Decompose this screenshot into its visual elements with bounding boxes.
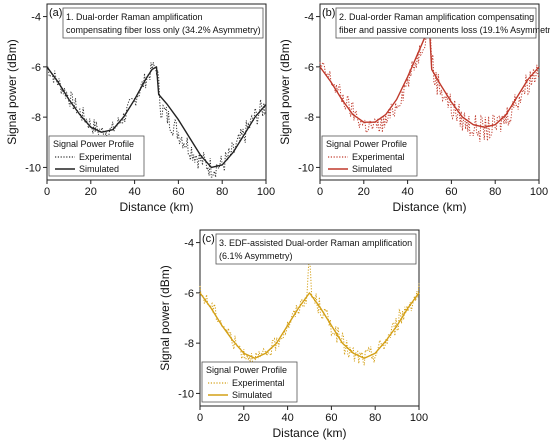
x-tick-label: 0 xyxy=(317,186,323,198)
chart-panel-1: 0 20 40 60 80 100 -4 -6 -8 -10 Distance (km) Signal… xyxy=(5,3,275,214)
experimental-series-line xyxy=(319,26,540,142)
x-tick-label: 40 xyxy=(128,186,140,198)
simulated-series-line xyxy=(319,28,540,128)
y-tick-label: -10 xyxy=(298,162,314,174)
x-tick-label: 60 xyxy=(445,186,457,198)
x-tick-label: 0 xyxy=(197,412,203,424)
y-tick-label: -4 xyxy=(304,12,314,24)
legend-label-experimental: Experimental xyxy=(352,152,405,162)
plot-frame xyxy=(46,3,267,181)
x-tick-label: 20 xyxy=(238,412,250,424)
experimental-series-line xyxy=(199,257,420,367)
y-tick-label: -6 xyxy=(184,288,194,300)
annotation-line-2: compensating fiber loss only (34.2% Asym… xyxy=(66,25,261,35)
y-tick-label: -4 xyxy=(184,238,194,250)
y-tick-label: -8 xyxy=(31,112,41,124)
legend-title: Signal Power Profile xyxy=(53,139,134,149)
simulated-series-line xyxy=(46,66,267,169)
x-axis-label: Distance (km) xyxy=(119,200,193,214)
y-tick-label: -4 xyxy=(31,12,41,24)
y-tick-label: -8 xyxy=(304,112,314,124)
x-tick-label: 100 xyxy=(530,186,548,198)
x-axis-label: Distance (km) xyxy=(272,426,346,440)
x-tick-label: 40 xyxy=(401,186,413,198)
x-tick-label: 80 xyxy=(369,412,381,424)
x-tick-label: 60 xyxy=(325,412,337,424)
annotation-line-1: 3. EDF-assisted Dual-order Raman amplifi… xyxy=(219,238,412,248)
x-tick-label: 80 xyxy=(489,186,501,198)
x-tick-label: 20 xyxy=(85,186,97,198)
x-tick-label: 100 xyxy=(410,412,428,424)
legend-title: Signal Power Profile xyxy=(326,139,407,149)
x-tick-label: 100 xyxy=(257,186,275,198)
y-axis-label: Signal power (dBm) xyxy=(158,265,172,370)
plot-frame xyxy=(319,3,540,181)
panel-label: (b) xyxy=(322,7,335,19)
legend-title: Signal Power Profile xyxy=(206,365,287,375)
plot-frame xyxy=(199,229,420,407)
x-tick-label: 0 xyxy=(44,186,50,198)
annotation-line-1: 1. Dual-order Raman amplification xyxy=(66,12,203,22)
panel-label: (c) xyxy=(202,233,215,245)
y-tick-label: -10 xyxy=(178,388,194,400)
y-tick-label: -8 xyxy=(184,338,194,350)
panel-label: (a) xyxy=(49,7,62,19)
annotation-box xyxy=(62,7,264,39)
y-tick-label: -10 xyxy=(25,162,41,174)
x-tick-label: 60 xyxy=(172,186,184,198)
annotation-box xyxy=(335,7,537,39)
legend-label-experimental: Experimental xyxy=(79,152,132,162)
y-tick-label: -6 xyxy=(304,62,314,74)
y-tick-label: -6 xyxy=(31,62,41,74)
legend-label-simulated: Simulated xyxy=(352,164,392,174)
x-tick-label: 80 xyxy=(216,186,228,198)
simulated-series-line xyxy=(199,292,420,359)
legend-label-simulated: Simulated xyxy=(232,390,272,400)
x-tick-label: 40 xyxy=(281,412,293,424)
annotation-line-1: 2. Dual-order Raman amplification compen… xyxy=(339,12,534,22)
annotation-box xyxy=(215,233,417,265)
legend-label-experimental: Experimental xyxy=(232,378,285,388)
y-axis-label: Signal power (dBm) xyxy=(5,39,19,144)
annotation-line-2: fiber and passive components loss (19.1%… xyxy=(339,25,550,35)
chart-panel-2: 0 20 40 60 80 100 -4 -6 -8 -10 Distance (km) Signal… xyxy=(278,3,550,214)
x-tick-label: 20 xyxy=(358,186,370,198)
annotation-line-2: (6.1% Asymmetry) xyxy=(219,251,293,261)
legend-label-simulated: Simulated xyxy=(79,164,119,174)
x-axis-label: Distance (km) xyxy=(392,200,466,214)
y-axis-label: Signal power (dBm) xyxy=(278,39,292,144)
chart-panel-3: 0 20 40 60 80 100 -4 -6 -8 -10 Distance (km) Signal… xyxy=(158,229,428,440)
